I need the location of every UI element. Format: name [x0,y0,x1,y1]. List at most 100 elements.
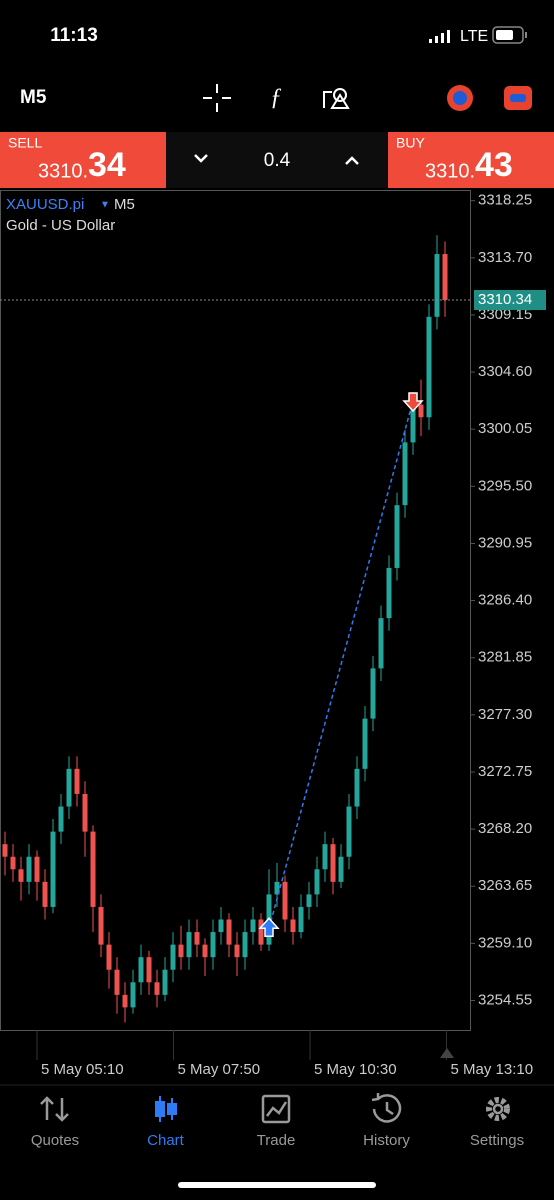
candle-body [378,618,384,669]
objects-button[interactable] [323,88,350,109]
chart-timeframe: M5 [114,196,135,213]
trade-icon [261,1094,291,1124]
chart-icon [155,1096,177,1122]
candle-body [66,768,72,807]
buy-label: BUY [396,135,425,151]
candle-body [98,906,104,945]
sell-arrow [402,392,424,413]
candle-body [298,906,304,933]
candle-body [226,919,232,945]
sell-price-main: 3310. [38,160,88,182]
nav-label[interactable]: Quotes [31,1132,79,1149]
candle-body [258,919,264,945]
nav-label[interactable]: History [363,1132,410,1149]
candle-body [290,919,296,933]
candle-body [402,442,408,506]
buy-arrow [258,917,280,938]
candle-body [34,856,40,882]
scroll-marker [440,1048,454,1058]
candle-body [362,718,368,769]
candle-body [426,316,432,418]
candle-body [74,768,80,794]
y-tick-label: 3281.85 [478,649,532,666]
x-tick-label: 5 May 05:10 [41,1061,124,1078]
y-tick-label: 3300.05 [478,420,532,437]
candle-body [130,982,136,1008]
candle-body [42,881,48,907]
buy-price-main: 3310. [425,160,475,182]
lot-decrease[interactable] [194,154,208,163]
sell-button[interactable] [0,132,166,188]
y-tick-label: 3304.60 [478,363,532,380]
last-price-label: 3310.34 [478,291,532,308]
nav-bar: Quotes Chart Trade History Settings [31,1132,524,1149]
candle-body [122,994,128,1008]
y-tick-label: 3277.30 [478,706,532,723]
last-price-tag [474,289,546,310]
symbol-dropdown[interactable]: ▼ [100,200,110,211]
candle-body [106,944,112,970]
nav-label[interactable]: Settings [470,1132,524,1149]
candle-body [338,856,344,882]
candle-body [234,944,240,958]
symbol-description: Gold - US Dollar [6,217,115,234]
crosshair-button[interactable] [203,84,231,112]
candle-body [346,806,352,857]
sell-price-pips: 34 [88,146,126,184]
settings-icon [486,1097,510,1121]
lot-increase[interactable] [345,156,359,165]
y-tick-label: 3263.65 [478,877,532,894]
chart-frame [0,190,471,1031]
y-tick-label: 3259.10 [478,934,532,951]
buy-button[interactable] [388,132,554,188]
timeframe[interactable]: M5 [20,87,47,108]
candle-body [394,505,400,568]
clock: 11:13 [50,25,98,46]
candle-body [218,919,224,933]
candle-body [202,944,208,958]
candle-body [354,768,360,807]
trade-button[interactable] [504,86,532,110]
network: LTE [460,28,488,45]
candle-body [194,932,200,945]
symbol[interactable]: XAUUSD.pi [6,196,84,213]
sell-label: SELL [8,135,42,151]
history-icon [371,1093,402,1123]
y-tick-label: 3272.75 [478,763,532,780]
candle-body [250,919,256,933]
account-button[interactable] [447,85,473,111]
y-tick-label: 3254.55 [478,991,532,1008]
nav-label[interactable]: Chart [147,1132,185,1149]
quotes-icon [40,1096,69,1122]
candle-body [306,894,312,907]
candle-body [154,982,160,995]
candle-body [186,932,192,958]
candle-body [210,932,216,958]
y-tick-label: 3309.15 [478,306,532,323]
candle-body [58,806,64,832]
battery-icon [492,26,527,44]
candle-body [410,404,416,443]
candle-body [114,969,120,995]
candle-body [10,856,16,870]
x-tick-label: 5 May 10:30 [314,1061,397,1078]
y-tick-label: 3286.40 [478,592,532,609]
home-indicator [178,1182,376,1188]
candle-body [90,831,96,907]
signal-icon [429,30,450,43]
x-tick-label: 5 May 13:10 [451,1061,534,1078]
nav-label[interactable]: Trade [257,1132,296,1149]
candle-body [370,668,376,719]
x-tick-label: 5 May 07:50 [178,1061,261,1078]
y-tick-label: 3295.50 [478,477,532,494]
candle-body [138,957,144,983]
candle-body [162,969,168,995]
lot-size[interactable]: 0.4 [264,150,291,171]
candle-body [434,254,440,317]
candle-body [386,567,392,619]
indicators-button[interactable]: ƒ [270,85,282,111]
candle-body [242,932,248,958]
y-tick-label: 3313.70 [478,249,532,266]
